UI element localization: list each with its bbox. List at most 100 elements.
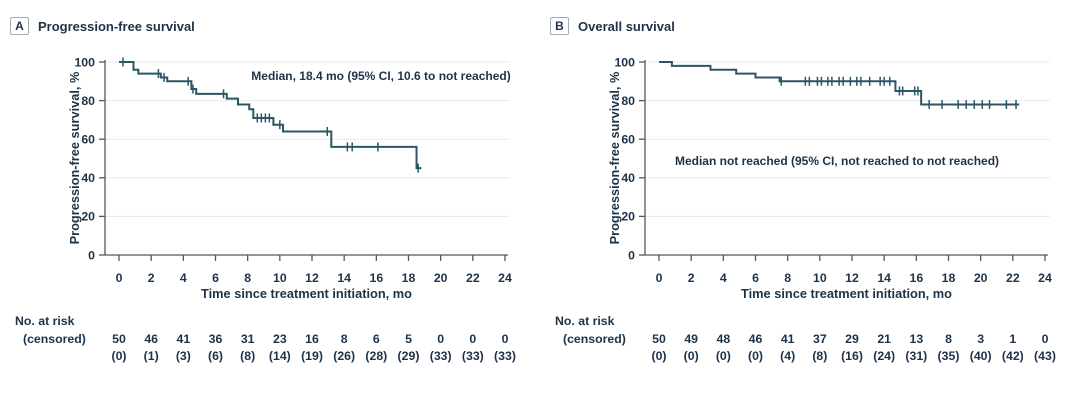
risk-count: 48: [716, 332, 730, 346]
y-axis-title: Progression-free survival, %: [67, 71, 82, 244]
x-tick-label: 8: [244, 271, 251, 285]
panel-b-title: Overall survival: [578, 18, 675, 34]
x-axis-title: Time since treatment initiation, mo: [201, 286, 412, 301]
x-tick-label: 4: [180, 271, 187, 285]
censored-count: (1): [144, 349, 159, 363]
censored-count: (0): [748, 349, 763, 363]
risk-count: 8: [945, 332, 952, 346]
panel-a-header: A Progression-free survival: [10, 17, 195, 35]
censored-count: (8): [240, 349, 255, 363]
median-annotation: Median not reached (95% CI, not reached …: [675, 154, 999, 168]
panel-a-badge: A: [10, 17, 29, 35]
x-tick-label: 22: [1006, 271, 1020, 285]
censored-count: (16): [841, 349, 863, 363]
x-tick-label: 12: [845, 271, 859, 285]
risk-count: 49: [684, 332, 698, 346]
risk-count: 50: [652, 332, 666, 346]
x-tick-label: 24: [1038, 271, 1052, 285]
risk-table-censored-label: (censored): [563, 332, 626, 346]
censored-count: (29): [398, 349, 420, 363]
risk-count: 36: [209, 332, 223, 346]
y-tick-label: 20: [81, 210, 95, 224]
panel-overall-survival: B Overall survival 0 20 40 60 80 100 0 2 4 6 8 10 12…: [540, 0, 1080, 400]
x-tick-label: 0: [656, 271, 663, 285]
y-tick-label: 100: [614, 55, 635, 69]
censored-count: (40): [970, 349, 992, 363]
risk-count: 41: [781, 332, 795, 346]
censored-count: (3): [176, 349, 191, 363]
censored-count: (0): [651, 349, 666, 363]
x-tick-label: 14: [877, 271, 891, 285]
censored-count: (8): [812, 349, 827, 363]
y-tick-label: 100: [74, 55, 95, 69]
y-tick-label: 0: [628, 248, 635, 262]
x-tick-label: 2: [148, 271, 155, 285]
x-tick-label: 6: [752, 271, 759, 285]
x-tick-label: 4: [720, 271, 727, 285]
x-axis-title: Time since treatment initiation, mo: [741, 286, 952, 301]
x-tick-label: 14: [337, 271, 351, 285]
censored-count: (24): [873, 349, 895, 363]
x-tick-label: 16: [369, 271, 383, 285]
risk-count: 46: [749, 332, 763, 346]
censored-count: (28): [365, 349, 387, 363]
survival-curve: [119, 61, 422, 170]
x-tick-label: 10: [813, 271, 827, 285]
censored-count: (6): [208, 349, 223, 363]
risk-count: 6: [373, 332, 380, 346]
risk-count: 31: [241, 332, 255, 346]
y-tick-label: 20: [621, 210, 635, 224]
risk-count: 0: [437, 332, 444, 346]
risk-count: 0: [1042, 332, 1049, 346]
x-tick-label: 24: [498, 271, 512, 285]
y-tick-label: 60: [621, 133, 635, 147]
x-tick-label: 10: [273, 271, 287, 285]
y-tick-label: 40: [81, 171, 95, 185]
risk-count: 46: [144, 332, 158, 346]
censored-count: (43): [1034, 349, 1056, 363]
censored-count: (33): [430, 349, 452, 363]
y-tick-label: 40: [621, 171, 635, 185]
x-tick-label: 16: [909, 271, 923, 285]
panel-a-title: Progression-free survival: [38, 18, 195, 34]
risk-count: 16: [305, 332, 319, 346]
risk-count: 37: [813, 332, 827, 346]
x-tick-label: 12: [305, 271, 319, 285]
risk-count: 8: [341, 332, 348, 346]
risk-count: 41: [176, 332, 190, 346]
y-tick-label: 80: [81, 94, 95, 108]
risk-count: 5: [405, 332, 412, 346]
censored-count: (4): [780, 349, 795, 363]
x-tick-label: 20: [434, 271, 448, 285]
y-tick-label: 60: [81, 133, 95, 147]
x-tick-label: 22: [466, 271, 480, 285]
censored-count: (0): [684, 349, 699, 363]
panel-progression-free-survival: A Progression-free survival 0 20 40 60 80 100…: [10, 17, 516, 363]
x-tick-label: 18: [402, 271, 416, 285]
x-tick-label: 18: [942, 271, 956, 285]
risk-count: 50: [112, 332, 126, 346]
risk-count: 0: [469, 332, 476, 346]
risk-count: 29: [845, 332, 859, 346]
y-axis-title: Progression-free survival, %: [607, 71, 622, 244]
censored-count: (33): [494, 349, 516, 363]
risk-table-label: No. at risk: [555, 314, 615, 328]
risk-count: 21: [877, 332, 891, 346]
risk-table-label: No. at risk: [15, 314, 75, 328]
y-tick-label: 0: [88, 248, 95, 262]
censored-count: (0): [716, 349, 731, 363]
risk-count: 3: [977, 332, 984, 346]
censored-count: (35): [938, 349, 960, 363]
censored-count: (31): [905, 349, 927, 363]
x-tick-label: 8: [784, 271, 791, 285]
risk-table-censored-label: (censored): [23, 332, 86, 346]
censored-count: (42): [1002, 349, 1024, 363]
x-tick-label: 2: [688, 271, 695, 285]
censored-count: (26): [333, 349, 355, 363]
censored-count: (14): [269, 349, 291, 363]
risk-count: 23: [273, 332, 287, 346]
panel-b-badge: B: [550, 17, 569, 35]
